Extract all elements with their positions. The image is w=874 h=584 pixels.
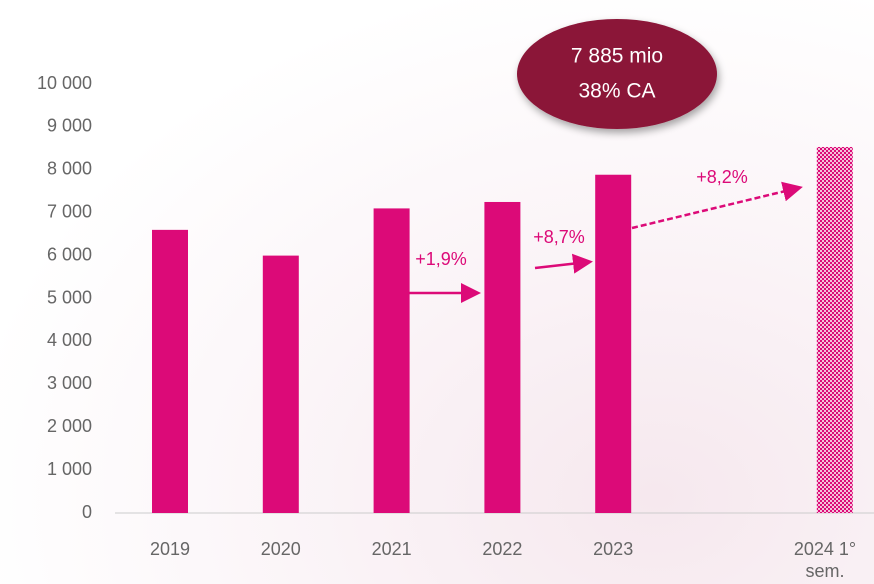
y-tick-label: 3 000 bbox=[47, 373, 92, 393]
growth-label: +1,9% bbox=[415, 249, 467, 269]
x-tick-label: 2021 bbox=[342, 538, 442, 560]
bar bbox=[152, 230, 188, 513]
bubble-text: 7 885 mio bbox=[571, 45, 663, 68]
x-tick-label: 2019 bbox=[120, 538, 220, 560]
growth-label: +8,2% bbox=[696, 167, 748, 187]
bar bbox=[374, 208, 410, 513]
y-tick-label: 4 000 bbox=[47, 330, 92, 350]
y-tick-label: 8 000 bbox=[47, 159, 92, 179]
y-tick-label: 0 bbox=[82, 502, 92, 522]
bubble-text: 38% CA bbox=[578, 80, 655, 103]
bar bbox=[595, 175, 631, 513]
y-tick-label: 6 000 bbox=[47, 244, 92, 264]
bar bbox=[263, 256, 299, 513]
arrow bbox=[535, 262, 588, 268]
y-tick-label: 2 000 bbox=[47, 416, 92, 436]
y-tick-label: 7 000 bbox=[47, 201, 92, 221]
x-tick-label: 2023 bbox=[563, 538, 663, 560]
y-tick-label: 9 000 bbox=[47, 116, 92, 136]
x-tick-label: 2024 1° sem. bbox=[779, 538, 871, 582]
y-tick-label: 1 000 bbox=[47, 459, 92, 479]
y-tick-label: 5 000 bbox=[47, 287, 92, 307]
x-tick-label: 2020 bbox=[231, 538, 331, 560]
growth-label: +8,7% bbox=[533, 227, 585, 247]
x-tick-label: 2022 bbox=[452, 538, 552, 560]
bar bbox=[484, 202, 520, 513]
chart: 7 885 mio 38% CA +1,9% +8,7% +8,2% 0 1 00… bbox=[0, 0, 874, 584]
bar bbox=[817, 147, 853, 513]
bubble bbox=[517, 19, 717, 129]
page: 7 885 mio 38% CA +1,9% +8,7% +8,2% 0 1 00… bbox=[0, 0, 874, 584]
y-tick-label: 10 000 bbox=[37, 73, 92, 93]
arrow bbox=[632, 188, 798, 228]
